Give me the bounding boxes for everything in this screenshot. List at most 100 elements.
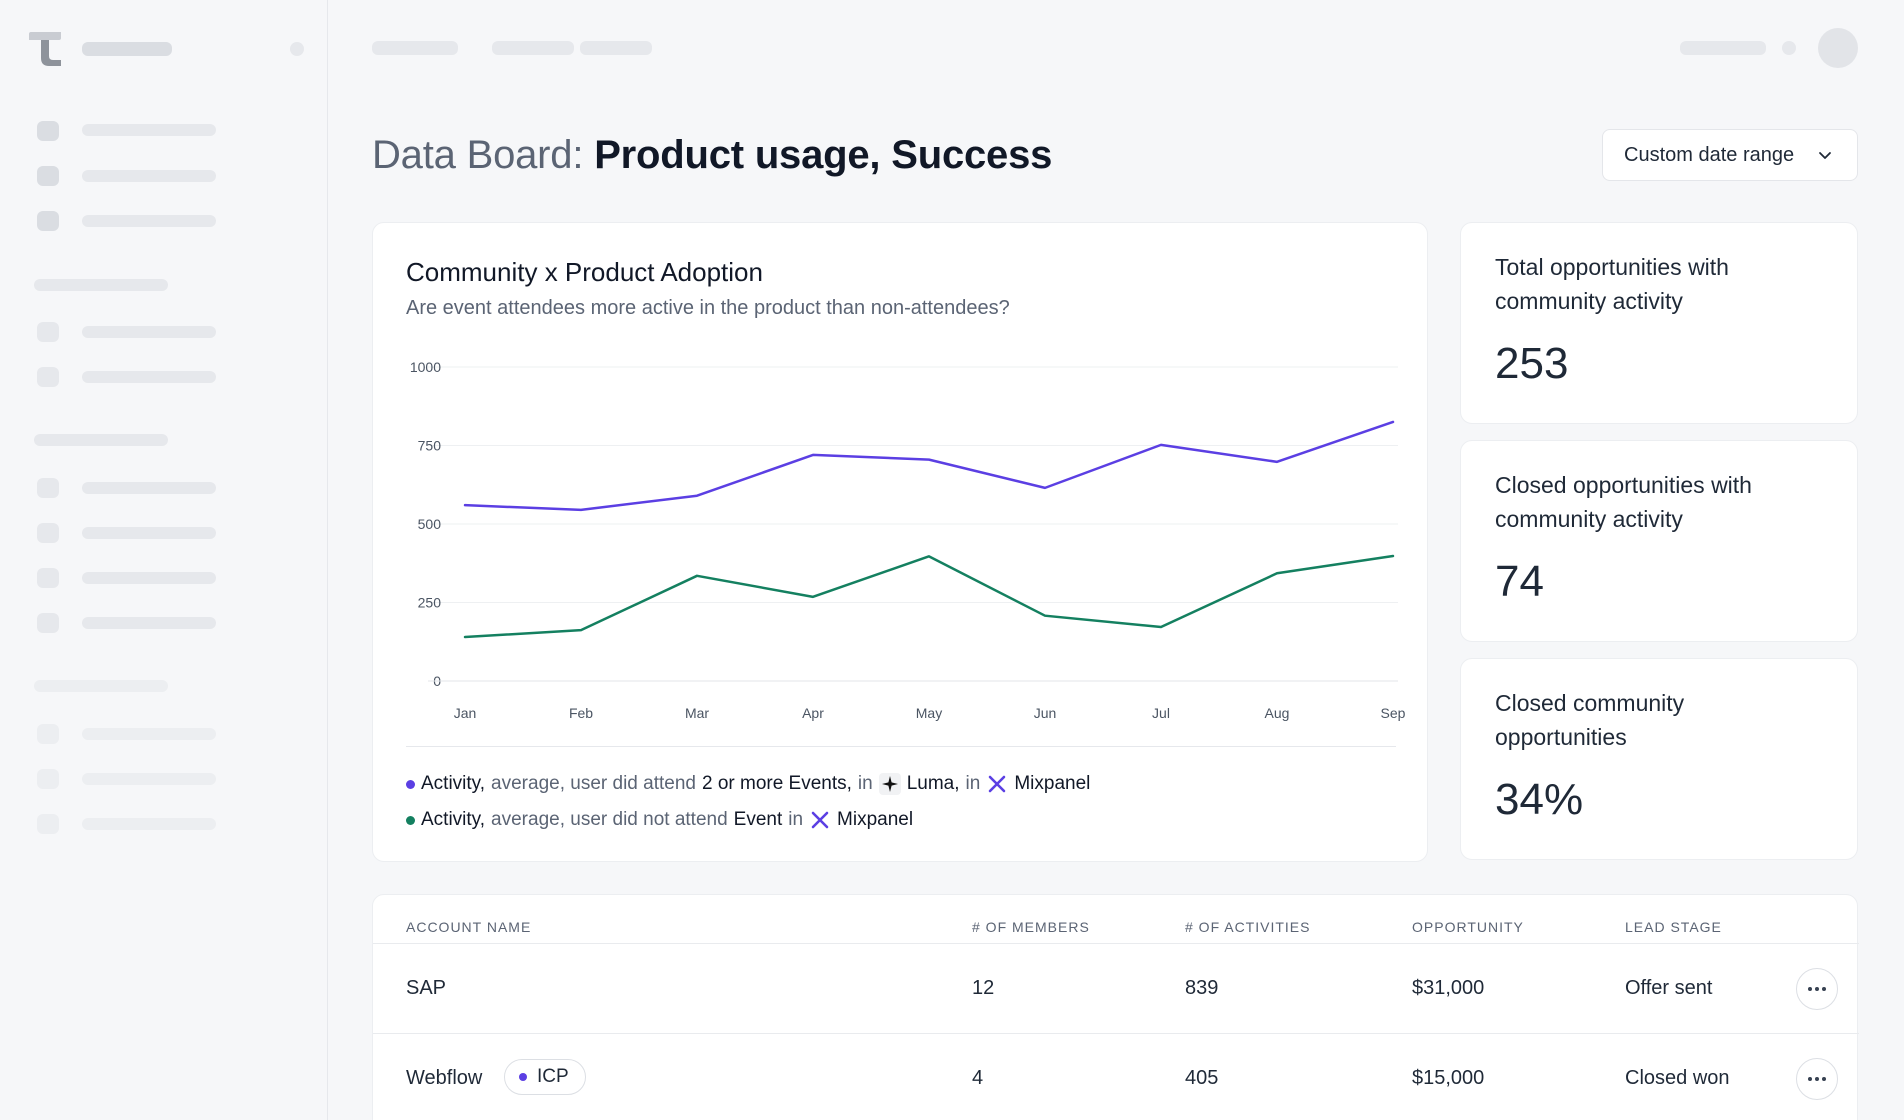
column-header-activities[interactable]: # OF ACTIVITIES bbox=[1185, 919, 1311, 935]
icp-badge: ICP bbox=[504, 1059, 586, 1095]
stat-value: 253 bbox=[1495, 339, 1569, 388]
cell-lead-stage: Closed won bbox=[1625, 1067, 1730, 1089]
sidebar-item-icon bbox=[37, 166, 59, 186]
app-logo-icon[interactable] bbox=[27, 30, 63, 66]
chart-divider bbox=[406, 746, 1396, 747]
y-tick-label: 250 bbox=[418, 595, 442, 611]
y-tick-label: 750 bbox=[418, 438, 442, 454]
x-tick-label: Apr bbox=[802, 705, 824, 721]
legend-aggregation: average, user did not attend bbox=[491, 809, 728, 830]
topbar-dot[interactable] bbox=[1782, 41, 1796, 55]
column-header-lead-stage[interactable]: LEAD STAGE bbox=[1625, 919, 1722, 935]
x-tick-label: Mar bbox=[685, 705, 709, 721]
sidebar-item-placeholder[interactable] bbox=[82, 482, 216, 494]
sidebar-item-placeholder[interactable] bbox=[82, 773, 216, 785]
breadcrumb-placeholder[interactable] bbox=[580, 41, 652, 55]
cell-account-name[interactable]: Webflow bbox=[406, 1067, 483, 1089]
sidebar-item-icon bbox=[37, 367, 59, 387]
legend-in: in bbox=[965, 773, 981, 794]
column-header-members[interactable]: # OF MEMBERS bbox=[972, 919, 1090, 935]
legend-item-non-attendees[interactable]: Activity, average, user did not attend E… bbox=[406, 809, 913, 831]
legend-source-mixpanel: Mixpanel bbox=[1014, 773, 1091, 794]
x-tick-label: Sep bbox=[1381, 705, 1406, 721]
y-tick-label: 1000 bbox=[410, 359, 441, 375]
avatar[interactable] bbox=[1818, 28, 1858, 68]
more-dot bbox=[1822, 987, 1826, 991]
legend-source-luma: Luma, bbox=[906, 773, 960, 794]
more-dot bbox=[1822, 1077, 1826, 1081]
stat-value: 34% bbox=[1495, 775, 1584, 824]
more-dot bbox=[1808, 1077, 1812, 1081]
stat-label: Total opportunities with community activ… bbox=[1495, 254, 1729, 314]
sidebar-section-header bbox=[34, 279, 168, 291]
row-divider bbox=[373, 1033, 1859, 1034]
page-title-main: Product usage, Success bbox=[594, 133, 1053, 177]
cell-opportunity: $31,000 bbox=[1412, 977, 1485, 999]
sidebar-item-icon bbox=[37, 724, 59, 744]
sidebar-item-placeholder[interactable] bbox=[82, 124, 216, 136]
breadcrumb-placeholder[interactable] bbox=[372, 41, 458, 55]
stat-label: Closed community opportunities bbox=[1495, 690, 1685, 750]
sidebar-item-placeholder[interactable] bbox=[82, 170, 216, 182]
sidebar-item-placeholder[interactable] bbox=[82, 572, 216, 584]
more-dot bbox=[1815, 987, 1819, 991]
legend-event: Event bbox=[733, 809, 783, 830]
legend-item-attendees[interactable]: Activity, average, user did attend 2 or … bbox=[406, 773, 1090, 795]
column-header-opportunity[interactable]: OPPORTUNITY bbox=[1412, 919, 1524, 935]
series-line-2 bbox=[463, 554, 1395, 639]
x-tick-label: Jul bbox=[1152, 705, 1170, 721]
page-title: Data Board: Product usage, Success bbox=[372, 130, 1052, 180]
sidebar-item-icon bbox=[37, 478, 59, 498]
series-line-1 bbox=[463, 420, 1395, 512]
stat-card-closed-opportunities[interactable]: Closed opportunities with community acti… bbox=[1460, 440, 1858, 642]
mixpanel-icon bbox=[986, 773, 1008, 795]
cell-members: 4 bbox=[972, 1067, 984, 1089]
row-more-button[interactable] bbox=[1796, 1058, 1838, 1100]
sidebar-item-placeholder[interactable] bbox=[82, 215, 216, 227]
chart-subtitle: Are event attendees more active in the p… bbox=[406, 297, 1010, 319]
sidebar-item-icon bbox=[37, 523, 59, 543]
sidebar-item-icon bbox=[37, 613, 59, 633]
topbar-action-placeholder[interactable] bbox=[1680, 41, 1766, 55]
stat-card-total-opportunities[interactable]: Total opportunities with community activ… bbox=[1460, 222, 1858, 424]
y-tick-label: 500 bbox=[418, 516, 442, 532]
cell-members: 12 bbox=[972, 977, 995, 999]
sidebar-item-placeholder[interactable] bbox=[82, 617, 216, 629]
legend-metric: Activity, bbox=[421, 773, 486, 794]
cell-account-name[interactable]: SAP bbox=[406, 977, 447, 999]
chart-title: Community x Product Adoption bbox=[406, 257, 763, 287]
workspace-name-placeholder[interactable] bbox=[82, 42, 172, 56]
legend-dot bbox=[406, 815, 415, 825]
sidebar-item-icon bbox=[37, 769, 59, 789]
sidebar-collapse-dot[interactable] bbox=[290, 42, 304, 56]
cell-opportunity: $15,000 bbox=[1412, 1067, 1485, 1089]
sidebar-item-placeholder[interactable] bbox=[82, 371, 216, 383]
x-tick-label: Jun bbox=[1034, 705, 1057, 721]
cell-activities: 405 bbox=[1185, 1067, 1219, 1089]
sidebar-item-placeholder[interactable] bbox=[82, 728, 216, 740]
sidebar-item-icon bbox=[37, 322, 59, 342]
sidebar-item-placeholder[interactable] bbox=[82, 818, 216, 830]
sidebar-section-header bbox=[34, 680, 168, 692]
sidebar-item-placeholder[interactable] bbox=[82, 326, 216, 338]
sidebar-item-placeholder[interactable] bbox=[82, 527, 216, 539]
header-divider bbox=[373, 943, 1859, 944]
column-header-account-name[interactable]: ACCOUNT NAME bbox=[406, 919, 532, 935]
mixpanel-icon bbox=[809, 809, 831, 831]
x-tick-label: Jan bbox=[454, 705, 477, 721]
chevron-down-icon bbox=[1819, 152, 1831, 159]
x-tick-label: May bbox=[916, 705, 942, 721]
accounts-table: ACCOUNT NAME # OF MEMBERS # OF ACTIVITIE… bbox=[372, 894, 1859, 1120]
breadcrumb-placeholder[interactable] bbox=[492, 41, 574, 55]
legend-source-mixpanel: Mixpanel bbox=[837, 809, 914, 830]
legend-in: in bbox=[788, 809, 804, 830]
sidebar-item-icon bbox=[37, 121, 59, 141]
row-more-button[interactable] bbox=[1796, 968, 1838, 1010]
stat-card-closed-community-opportunities[interactable]: Closed community opportunities 34% bbox=[1460, 658, 1858, 860]
cell-lead-stage: Offer sent bbox=[1625, 977, 1713, 999]
cell-activities: 839 bbox=[1185, 977, 1219, 999]
legend-aggregation: average, user did attend bbox=[491, 773, 696, 794]
date-range-dropdown[interactable]: Custom date range bbox=[1602, 129, 1858, 181]
luma-icon bbox=[878, 773, 901, 795]
sidebar-item-icon bbox=[37, 211, 59, 231]
